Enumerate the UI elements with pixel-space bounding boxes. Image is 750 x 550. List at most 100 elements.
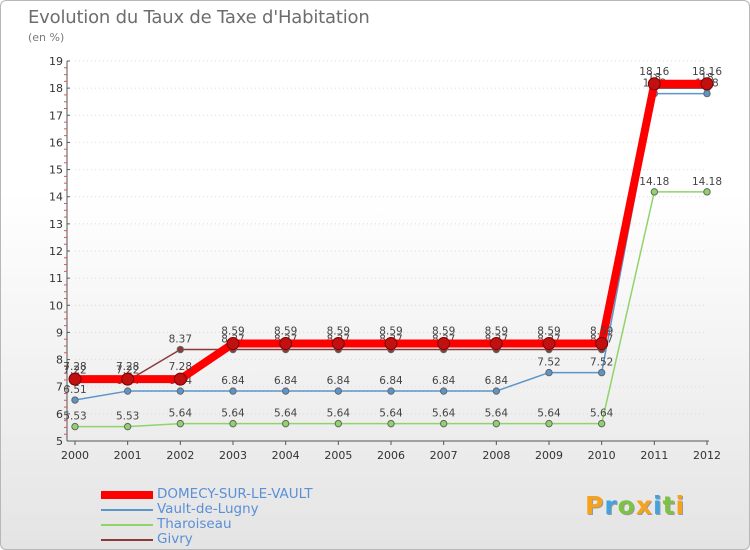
data-label: 5.64 [590, 408, 614, 420]
data-label: 7.28 [116, 361, 139, 373]
data-point [176, 387, 185, 395]
x-tick-label: 2003 [219, 449, 247, 462]
data-label: 18.16 [639, 66, 669, 78]
legend-swatch-tharoiseau [101, 524, 153, 526]
data-point [123, 422, 132, 431]
x-tick-label: 2010 [588, 449, 616, 462]
data-point [647, 77, 661, 91]
data-point [226, 337, 240, 351]
data-point [597, 419, 606, 428]
data-label: 5.64 [274, 408, 298, 420]
data-label: 8.59 [274, 326, 297, 338]
y-tick-label: 15 [49, 164, 63, 177]
data-label: 8.59 [537, 326, 560, 338]
y-tick-label: 5 [56, 435, 63, 448]
y-tick-label: 18 [49, 82, 63, 95]
logo-letter: t [662, 491, 676, 520]
data-label: 18.16 [692, 66, 722, 78]
data-point [281, 387, 290, 395]
data-label: 8.59 [485, 326, 508, 338]
data-label: 6.84 [379, 375, 403, 387]
legend-label-tharoiseau: Tharoiseau [157, 516, 232, 532]
y-tick-label: 8 [56, 354, 63, 367]
data-point [492, 387, 501, 395]
data-label: 6.84 [327, 375, 351, 387]
y-tick-label: 17 [49, 109, 63, 122]
legend-swatch-domecy [101, 491, 153, 499]
data-point [542, 337, 556, 351]
x-tick-label: 2002 [166, 449, 194, 462]
x-tick-label: 2004 [272, 449, 300, 462]
data-point [279, 337, 293, 351]
x-tick-label: 2012 [693, 449, 721, 462]
x-tick-label: 2008 [482, 449, 510, 462]
data-point [176, 419, 185, 428]
data-point [334, 419, 343, 428]
data-point [700, 77, 714, 91]
data-point [123, 387, 132, 395]
data-point [71, 422, 79, 431]
y-tick-label: 9 [56, 326, 63, 339]
y-tick-label: 16 [49, 136, 63, 149]
data-point [703, 188, 711, 196]
legend-swatch-givry [101, 539, 153, 541]
logo-letter: i [653, 491, 663, 520]
data-label: 5.64 [537, 408, 561, 420]
data-point [439, 387, 448, 395]
data-label: 7.28 [169, 361, 192, 373]
data-label: 6.84 [485, 375, 509, 387]
data-label: 6.84 [432, 375, 456, 387]
data-point [387, 387, 395, 395]
data-label: 7.22 [63, 365, 86, 377]
data-label: 7.52 [537, 357, 560, 369]
data-label: 8.37 [169, 334, 192, 346]
chart-subtitle: (en %) [28, 31, 65, 44]
data-label: 6.51 [63, 384, 86, 396]
data-point [387, 419, 395, 428]
data-point [71, 396, 79, 404]
data-point [439, 419, 448, 428]
logo-letter: r [604, 491, 618, 520]
data-point [650, 188, 659, 196]
series-line [74, 92, 707, 401]
data-label: 8.59 [327, 326, 350, 338]
data-point [703, 89, 711, 98]
data-point [597, 368, 606, 377]
y-tick-label: 12 [49, 245, 63, 258]
data-point [492, 419, 501, 428]
data-point [281, 419, 290, 428]
data-point [68, 372, 82, 386]
chart-title: Evolution du Taux de Taxe d'Habitation [28, 7, 370, 28]
data-label: 14.18 [639, 176, 669, 188]
data-point [176, 345, 185, 354]
logo-letter: x [635, 491, 653, 520]
x-tick-label: 2000 [61, 449, 89, 462]
y-tick-label: 13 [49, 218, 63, 231]
data-label: 5.64 [432, 408, 456, 420]
y-tick-label: 19 [49, 55, 63, 68]
data-label: 5.53 [63, 411, 86, 423]
data-label: 8.59 [432, 326, 455, 338]
data-label: 8.59 [590, 326, 613, 338]
data-label: 8.59 [379, 326, 402, 338]
data-label: 5.64 [379, 408, 403, 420]
y-tick-label: 7 [56, 381, 63, 394]
legend-label-domecy: DOMECY-SUR-LE-VAULT [157, 486, 313, 502]
data-point [384, 337, 398, 351]
data-point [437, 337, 451, 351]
data-point [545, 419, 553, 428]
data-label: 7.22 [116, 365, 139, 377]
y-tick-label: 6 [56, 408, 63, 421]
y-tick-label: 10 [49, 299, 63, 312]
data-label: 5.64 [485, 408, 509, 420]
data-label: 5.64 [327, 408, 351, 420]
data-point [173, 372, 187, 386]
x-tick-label: 2006 [377, 449, 405, 462]
data-label: 7.28 [63, 361, 86, 373]
proxiti-logo: Proxiti [585, 491, 685, 520]
data-label: 7.52 [590, 357, 613, 369]
data-label: 14.18 [692, 176, 722, 188]
x-tick-label: 2001 [114, 449, 142, 462]
